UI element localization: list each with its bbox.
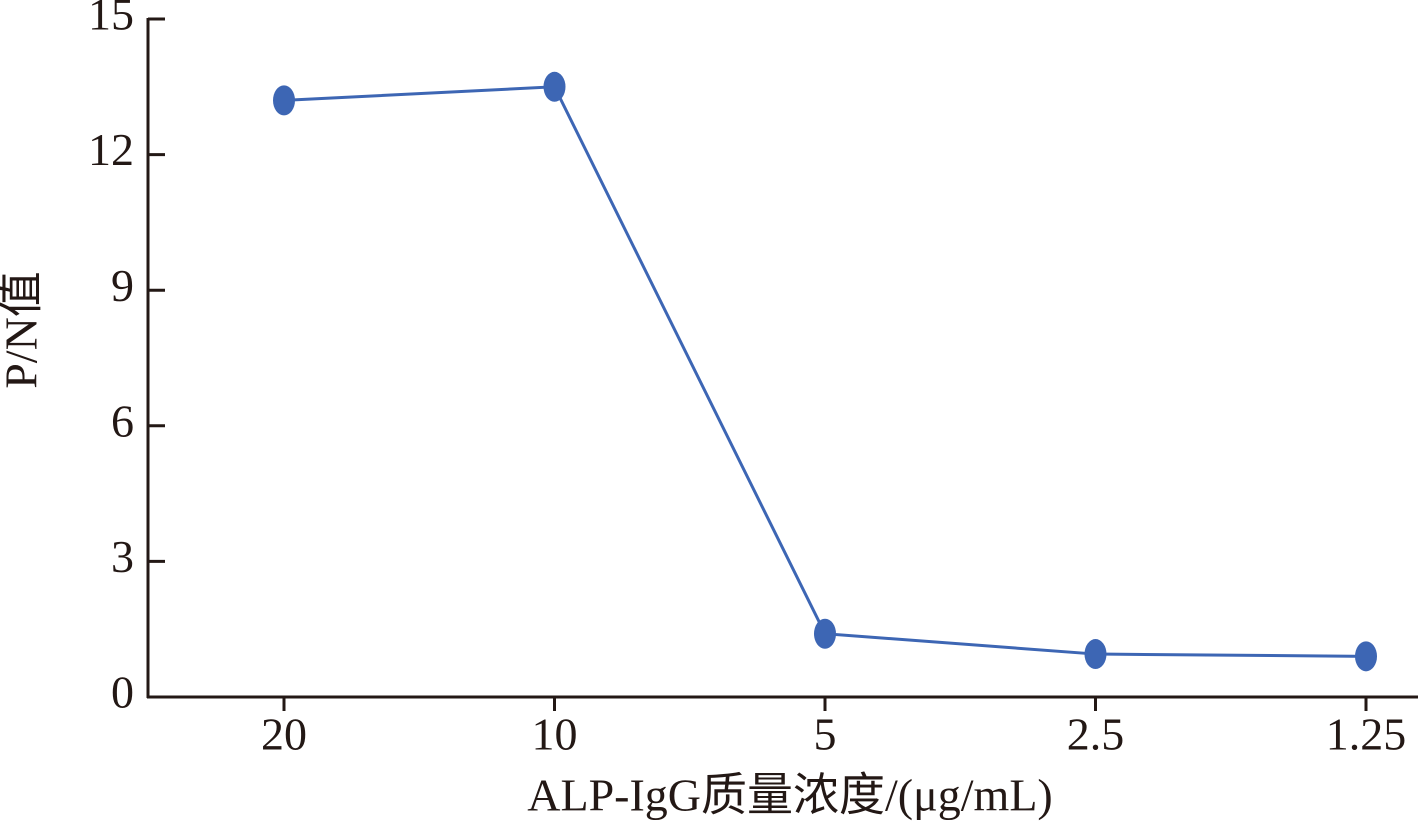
data-point [1084,639,1107,670]
data-line [283,85,1367,658]
x-tick-label: 5 [814,709,837,760]
y-tick-label: 9 [111,260,134,311]
y-tick-label: 0 [111,667,134,718]
data-point [1355,641,1377,672]
data-point [273,85,295,116]
y-tick-label: 6 [111,395,134,446]
x-axis-title: ALP-IgG质量浓度/(μg/mL) [527,770,1053,821]
x-tick-label: 20 [261,709,307,760]
x-tick-label: 2.5 [1067,709,1125,760]
y-tick-label: 12 [88,124,134,175]
y-axis-title: P/N值 [0,271,47,389]
y-tick-label: 3 [111,531,134,582]
x-tick-label: 1.25 [1326,709,1407,760]
data-point [543,71,566,102]
x-tick-label: 10 [532,709,578,760]
y-tick-label: 15 [88,0,134,40]
data-point [814,618,836,649]
